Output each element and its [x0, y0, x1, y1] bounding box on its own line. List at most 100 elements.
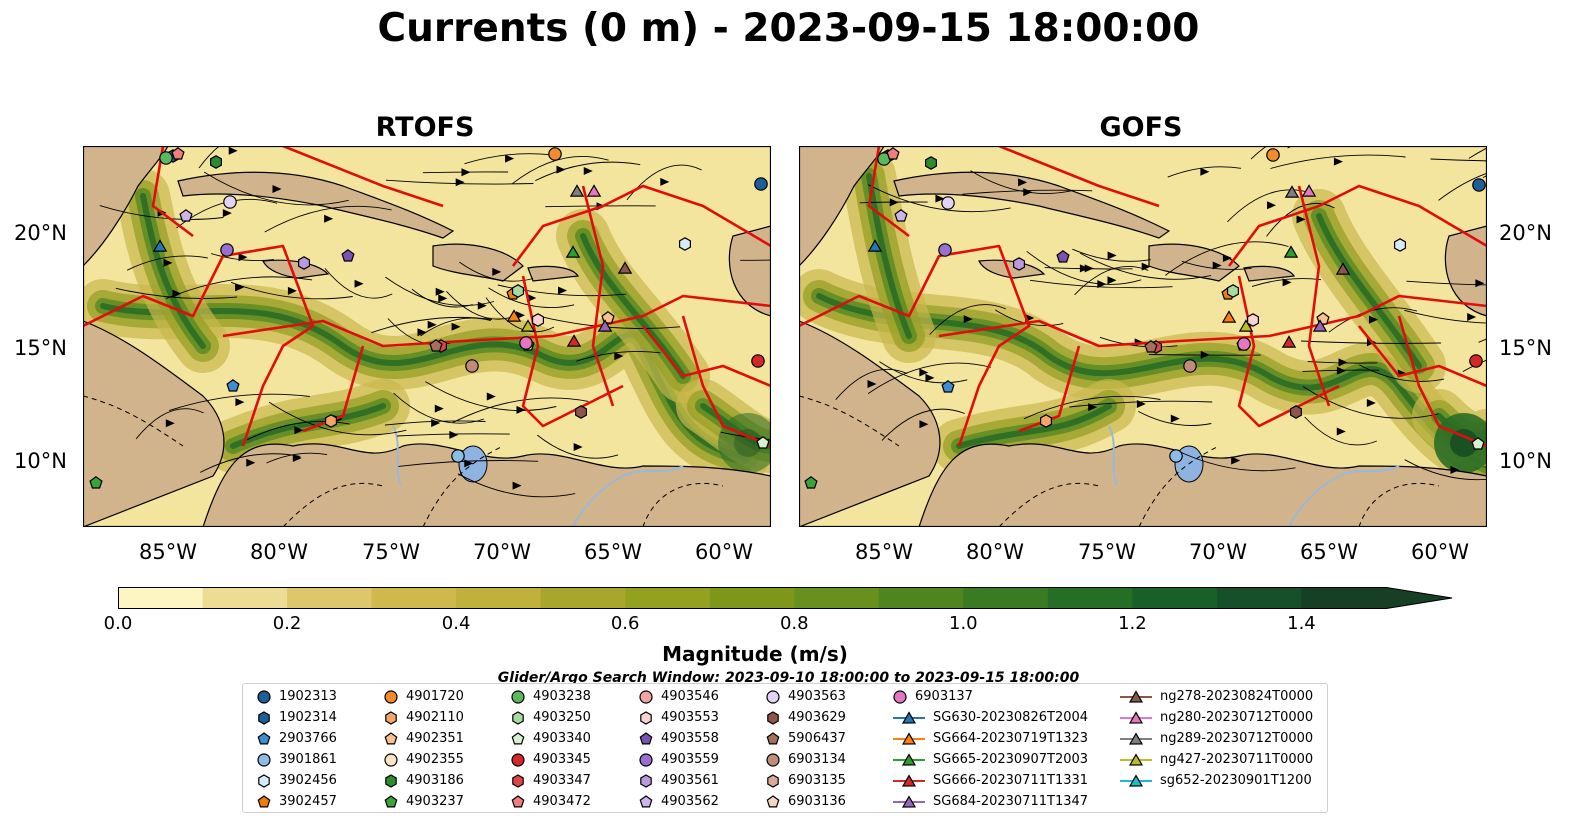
marker-6903134[interactable] [465, 359, 479, 373]
marker-sg665-20230907t2003[interactable] [565, 245, 581, 258]
marker-4902110[interactable] [1040, 414, 1052, 428]
marker-ng280-20230712t0000[interactable] [586, 184, 602, 197]
legend-marker-6903136[interactable] [766, 794, 780, 807]
marker-4903340[interactable] [756, 436, 770, 449]
marker-sg684-20230711t1347[interactable] [597, 319, 613, 332]
marker-6903137[interactable] [1237, 337, 1251, 351]
marker-4903561[interactable] [1013, 257, 1025, 271]
marker-ng289-20230712t0000[interactable] [1284, 185, 1300, 198]
legend-marker-4903237[interactable] [384, 794, 398, 807]
marker-4903237[interactable] [804, 476, 818, 489]
legend-marker-4903546[interactable] [639, 689, 653, 704]
marker-4903562[interactable] [894, 209, 908, 222]
marker-ng278-20230824t0000[interactable] [1335, 262, 1351, 275]
marker-4903553[interactable] [1247, 313, 1259, 327]
legend-marker-3902456[interactable] [258, 773, 270, 788]
marker-4903186[interactable] [924, 156, 937, 170]
marker-3901861[interactable] [1169, 449, 1183, 463]
legend-marker-sg630-20230826t2004[interactable] [901, 710, 917, 724]
marker-6903134[interactable] [1183, 359, 1197, 373]
marker-3902456[interactable] [1393, 238, 1407, 252]
marker-1902313[interactable] [1472, 178, 1486, 192]
legend-marker-ng289-20230712t0000[interactable] [1128, 731, 1144, 745]
marker-4903558[interactable] [1056, 250, 1070, 263]
legend-marker-4903562[interactable] [639, 794, 653, 807]
legend-marker-4903559[interactable] [639, 752, 653, 767]
marker-sg630-20230826t2004[interactable] [867, 239, 883, 252]
marker-4903629[interactable] [1290, 405, 1302, 419]
legend-marker-4902110[interactable] [385, 710, 397, 725]
legend-marker-ng280-20230712t0000[interactable] [1128, 710, 1144, 724]
marker-4903237[interactable] [89, 476, 103, 489]
legend-marker-6903135[interactable] [767, 773, 779, 788]
legend-marker-1902313[interactable] [257, 689, 271, 704]
legend-marker-3901861[interactable] [257, 752, 271, 767]
marker-4903559[interactable] [220, 243, 234, 257]
marker-1902313[interactable] [754, 177, 768, 191]
legend-marker-6903134[interactable] [766, 752, 780, 767]
marker-5906437[interactable] [429, 339, 443, 352]
legend-marker-2903766[interactable] [257, 731, 271, 744]
marker-5906437[interactable] [1144, 340, 1158, 353]
legend-marker-4902351[interactable] [384, 731, 398, 744]
marker-4901720[interactable] [1266, 148, 1280, 162]
legend-marker-4903250[interactable] [512, 710, 524, 725]
marker-sg665-20230907t2003[interactable] [1283, 245, 1299, 258]
marker-4903250[interactable] [512, 284, 524, 298]
marker-4902110[interactable] [325, 414, 337, 428]
marker-4903250[interactable] [1227, 284, 1239, 298]
map-panel-rtofs[interactable] [76, 134, 849, 532]
marker-4903629[interactable] [575, 405, 587, 419]
legend-marker-4903238[interactable] [511, 689, 525, 704]
marker-2903766[interactable] [941, 380, 955, 393]
legend-marker-1902314[interactable] [258, 710, 270, 725]
map-panel-gofs[interactable] [792, 126, 1577, 532]
marker-4903562[interactable] [179, 209, 193, 222]
marker-4903186[interactable] [209, 155, 222, 169]
marker-4903345[interactable] [751, 354, 765, 368]
legend-marker-ng278-20230824t0000[interactable] [1128, 689, 1144, 703]
legend-marker-sg666-20230711t1331[interactable] [901, 773, 917, 787]
legend-marker-4902355[interactable] [384, 752, 398, 767]
marker-sg666-20230711t1331[interactable] [1281, 335, 1297, 348]
legend-marker-4903629[interactable] [767, 710, 779, 725]
legend-marker-4901720[interactable] [384, 689, 398, 704]
legend-marker-4903472[interactable] [511, 794, 525, 807]
legend-marker-sg652-20230901t1200[interactable] [1128, 773, 1144, 787]
legend-marker-4903558[interactable] [639, 731, 653, 744]
marker-4903472[interactable] [171, 147, 185, 160]
marker-4903238[interactable] [159, 151, 173, 165]
marker-4903559[interactable] [938, 243, 952, 257]
legend-marker-4903340[interactable] [511, 731, 525, 744]
legend-marker-4903345[interactable] [511, 752, 525, 767]
marker-sg664-20230719t1323[interactable] [506, 309, 522, 322]
marker-ng427-20230711t0000[interactable] [1238, 319, 1254, 332]
marker-3902456[interactable] [678, 237, 692, 251]
legend-marker-4903553[interactable] [640, 710, 652, 725]
marker-ng278-20230824t0000[interactable] [617, 261, 633, 274]
marker-2903766[interactable] [226, 379, 240, 392]
legend-marker-4903561[interactable] [640, 773, 652, 788]
marker-3901861[interactable] [451, 449, 465, 463]
legend-marker-3902457[interactable] [257, 794, 271, 807]
legend-marker-4903347[interactable] [512, 773, 524, 788]
legend-marker-ng427-20230711t0000[interactable] [1128, 752, 1144, 766]
marker-ng280-20230712t0000[interactable] [1301, 184, 1317, 197]
legend-marker-4903563[interactable] [766, 689, 780, 704]
marker-sg630-20230826t2004[interactable] [152, 239, 168, 252]
marker-4903558[interactable] [341, 249, 355, 262]
marker-4903553[interactable] [532, 313, 544, 327]
legend-marker-5906437[interactable] [766, 731, 780, 744]
legend-marker-sg665-20230907t2003[interactable] [901, 752, 917, 766]
legend-marker-sg664-20230719t1323[interactable] [901, 731, 917, 745]
marker-ng289-20230712t0000[interactable] [569, 184, 585, 197]
marker-4901720[interactable] [548, 147, 562, 161]
marker-4903472[interactable] [886, 147, 900, 160]
legend-marker-6903137[interactable] [893, 689, 907, 704]
marker-4903563[interactable] [941, 196, 955, 210]
legend-marker-sg684-20230711t1347[interactable] [901, 794, 917, 808]
marker-4903561[interactable] [298, 256, 310, 270]
marker-ng427-20230711t0000[interactable] [520, 319, 536, 332]
marker-sg684-20230711t1347[interactable] [1312, 319, 1328, 332]
marker-sg666-20230711t1331[interactable] [566, 334, 582, 347]
